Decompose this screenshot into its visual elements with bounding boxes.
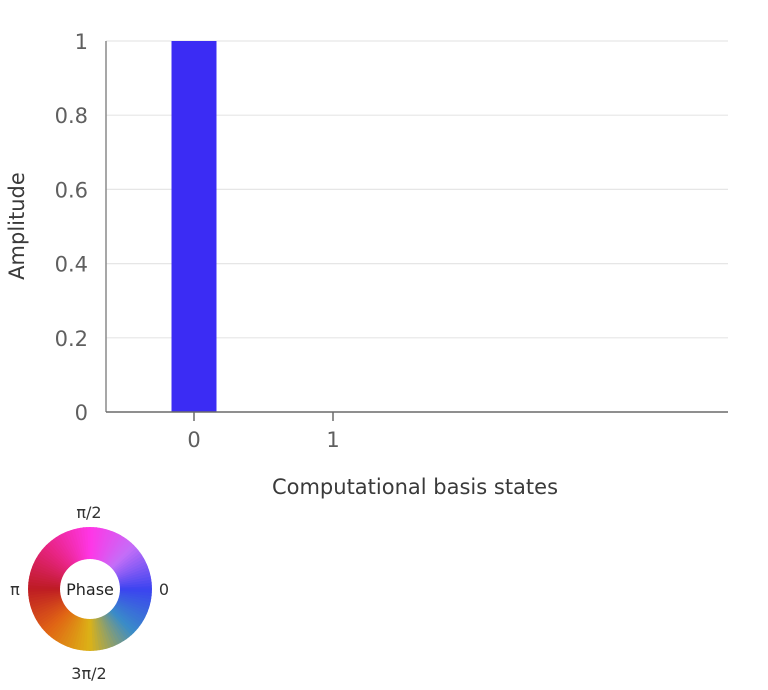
phase-color-ring xyxy=(28,527,152,651)
phase-label-top: π/2 xyxy=(76,503,101,522)
x-tick-label: 0 xyxy=(187,428,200,452)
x-tick-label: 1 xyxy=(326,428,339,452)
y-tick-label: 0 xyxy=(75,401,88,425)
y-tick-label: 0.6 xyxy=(55,178,88,202)
x-axis-title: Computational basis states xyxy=(272,475,558,499)
y-tick-label: 1 xyxy=(75,30,88,54)
y-tick-labels: 0 0.2 0.4 0.6 0.8 1 xyxy=(55,30,88,425)
bars xyxy=(171,41,217,412)
bar-state-0 xyxy=(171,41,217,412)
y-tick-label: 0.2 xyxy=(55,327,88,351)
phase-label-left: π xyxy=(10,580,20,599)
y-axis-title: Amplitude xyxy=(5,172,29,280)
phase-center-label: Phase xyxy=(66,580,114,599)
phase-label-right: 0 xyxy=(159,580,169,599)
phase-wheel: Phase π/2 0 3π/2 π xyxy=(10,503,169,683)
phase-label-bottom: 3π/2 xyxy=(71,664,106,683)
y-tick-label: 0.4 xyxy=(55,253,88,277)
y-tick-label: 0.8 xyxy=(55,104,88,128)
